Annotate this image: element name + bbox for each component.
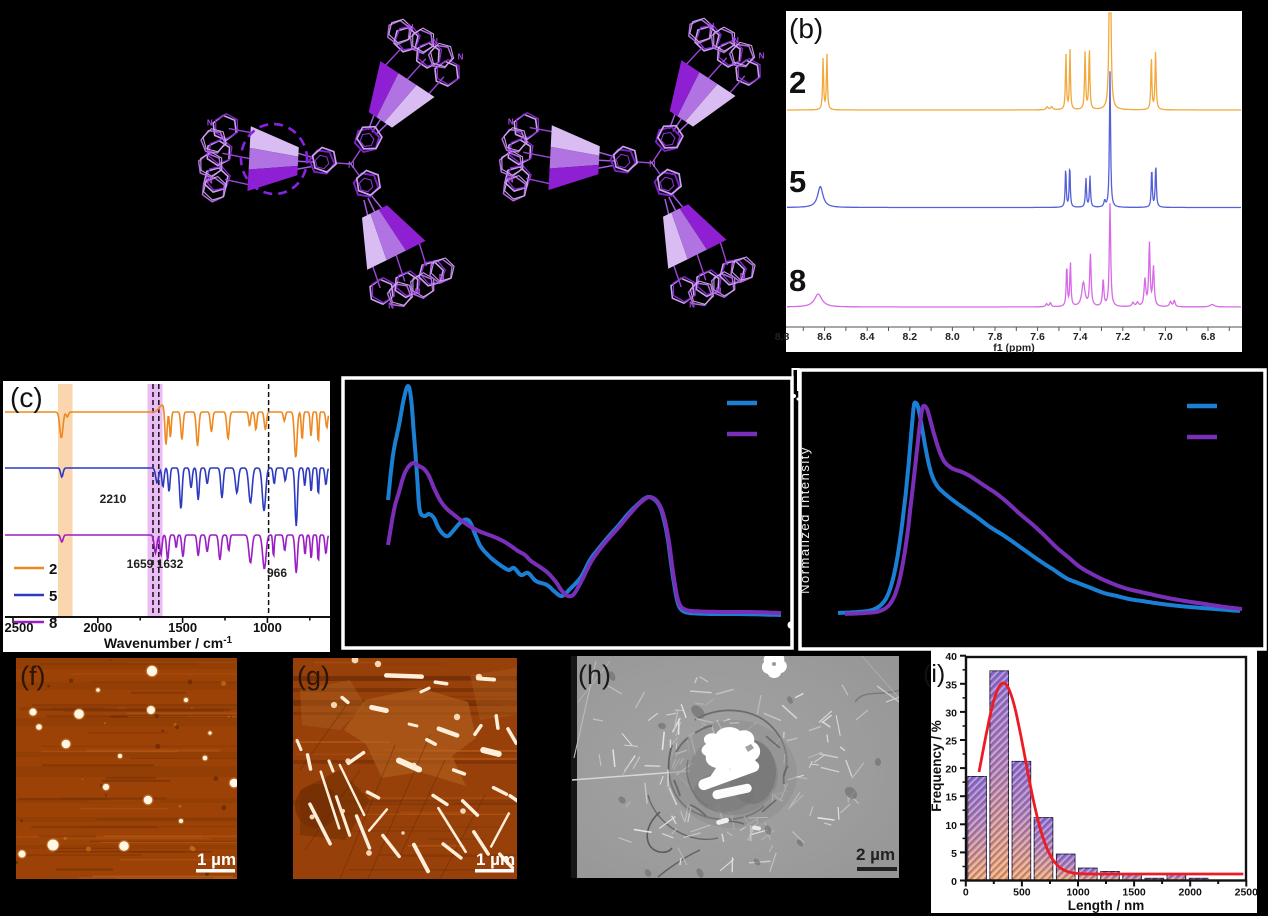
svg-text:2: 2: [789, 65, 806, 100]
svg-text:8.0: 8.0: [945, 331, 960, 343]
svg-text:N: N: [206, 148, 212, 157]
svg-text:1 µm: 1 µm: [476, 850, 515, 869]
svg-text:7.2: 7.2: [1115, 331, 1130, 343]
svg-text:1000: 1000: [253, 620, 282, 635]
svg-text:966: 966: [267, 566, 287, 580]
svg-text:(h): (h): [578, 660, 611, 690]
svg-text:8.6: 8.6: [817, 331, 832, 343]
svg-text:(c): (c): [10, 382, 43, 413]
svg-text:N: N: [689, 301, 695, 310]
svg-text:Length / nm: Length / nm: [1068, 898, 1145, 913]
svg-text:0: 0: [963, 887, 969, 899]
svg-text:N: N: [207, 118, 213, 127]
svg-text:500: 500: [1013, 887, 1031, 899]
svg-text:2210: 2210: [100, 492, 127, 506]
svg-text:Wavenumber / cm-1: Wavenumber / cm-1: [104, 635, 233, 652]
svg-text:7.8: 7.8: [988, 331, 1003, 343]
svg-text:N: N: [415, 287, 421, 296]
svg-text:8: 8: [789, 263, 806, 298]
svg-text:1659: 1659: [127, 557, 154, 571]
svg-text:f1 (ppm): f1 (ppm): [993, 342, 1034, 354]
svg-text:8: 8: [49, 615, 57, 632]
svg-text:(f): (f): [20, 661, 45, 691]
svg-text:5: 5: [789, 164, 806, 199]
svg-text:8.4: 8.4: [860, 331, 875, 343]
svg-text:1500: 1500: [168, 620, 197, 635]
svg-text:N: N: [388, 302, 394, 311]
svg-text:8.8: 8.8: [775, 331, 790, 343]
svg-text:N: N: [432, 37, 438, 46]
svg-text:20: 20: [945, 764, 957, 776]
svg-text:5: 5: [49, 588, 57, 605]
svg-text:(i): (i): [923, 660, 945, 688]
svg-text:N: N: [733, 36, 739, 45]
svg-text:15: 15: [945, 792, 957, 804]
svg-text:N: N: [740, 272, 746, 281]
svg-text:N: N: [207, 177, 213, 186]
svg-text:35: 35: [945, 679, 957, 691]
svg-text:5: 5: [951, 848, 957, 860]
svg-text:25: 25: [945, 736, 957, 748]
svg-text:2 µm: 2 µm: [856, 845, 895, 864]
svg-text:30: 30: [945, 707, 957, 719]
svg-text:N: N: [507, 147, 513, 156]
svg-text:1 µm: 1 µm: [197, 850, 236, 869]
svg-text:8.2: 8.2: [902, 331, 917, 343]
svg-text:N: N: [759, 52, 765, 61]
svg-text:1000: 1000: [1066, 887, 1090, 899]
svg-text:7.0: 7.0: [1158, 331, 1173, 343]
svg-text:N: N: [508, 117, 514, 126]
svg-text:1500: 1500: [1122, 887, 1146, 899]
svg-text:Normalized Intensity: Normalized Intensity: [797, 446, 812, 594]
svg-text:7.6: 7.6: [1030, 331, 1045, 343]
svg-text:10: 10: [945, 820, 957, 832]
svg-text:2500: 2500: [1235, 887, 1259, 899]
svg-text:0: 0: [951, 876, 957, 888]
svg-text:N: N: [348, 160, 355, 170]
svg-text:(g): (g): [297, 661, 330, 691]
svg-text:(b): (b): [789, 13, 823, 44]
svg-text:N: N: [649, 159, 656, 169]
svg-text:N: N: [508, 176, 514, 185]
svg-text:N: N: [408, 23, 414, 32]
svg-text:1632: 1632: [157, 557, 184, 571]
svg-text:Frequency / %: Frequency / %: [929, 720, 944, 812]
svg-text:2500: 2500: [5, 620, 34, 635]
svg-text:7.4: 7.4: [1073, 331, 1088, 343]
svg-text:2000: 2000: [83, 620, 112, 635]
svg-text:2000: 2000: [1179, 887, 1203, 899]
svg-text:2: 2: [49, 561, 57, 578]
svg-text:N: N: [458, 53, 464, 62]
svg-text:N: N: [709, 22, 715, 31]
svg-text:N: N: [716, 286, 722, 295]
svg-text:N: N: [439, 273, 445, 282]
svg-text:40: 40: [945, 651, 957, 663]
svg-text:6.8: 6.8: [1201, 331, 1216, 343]
